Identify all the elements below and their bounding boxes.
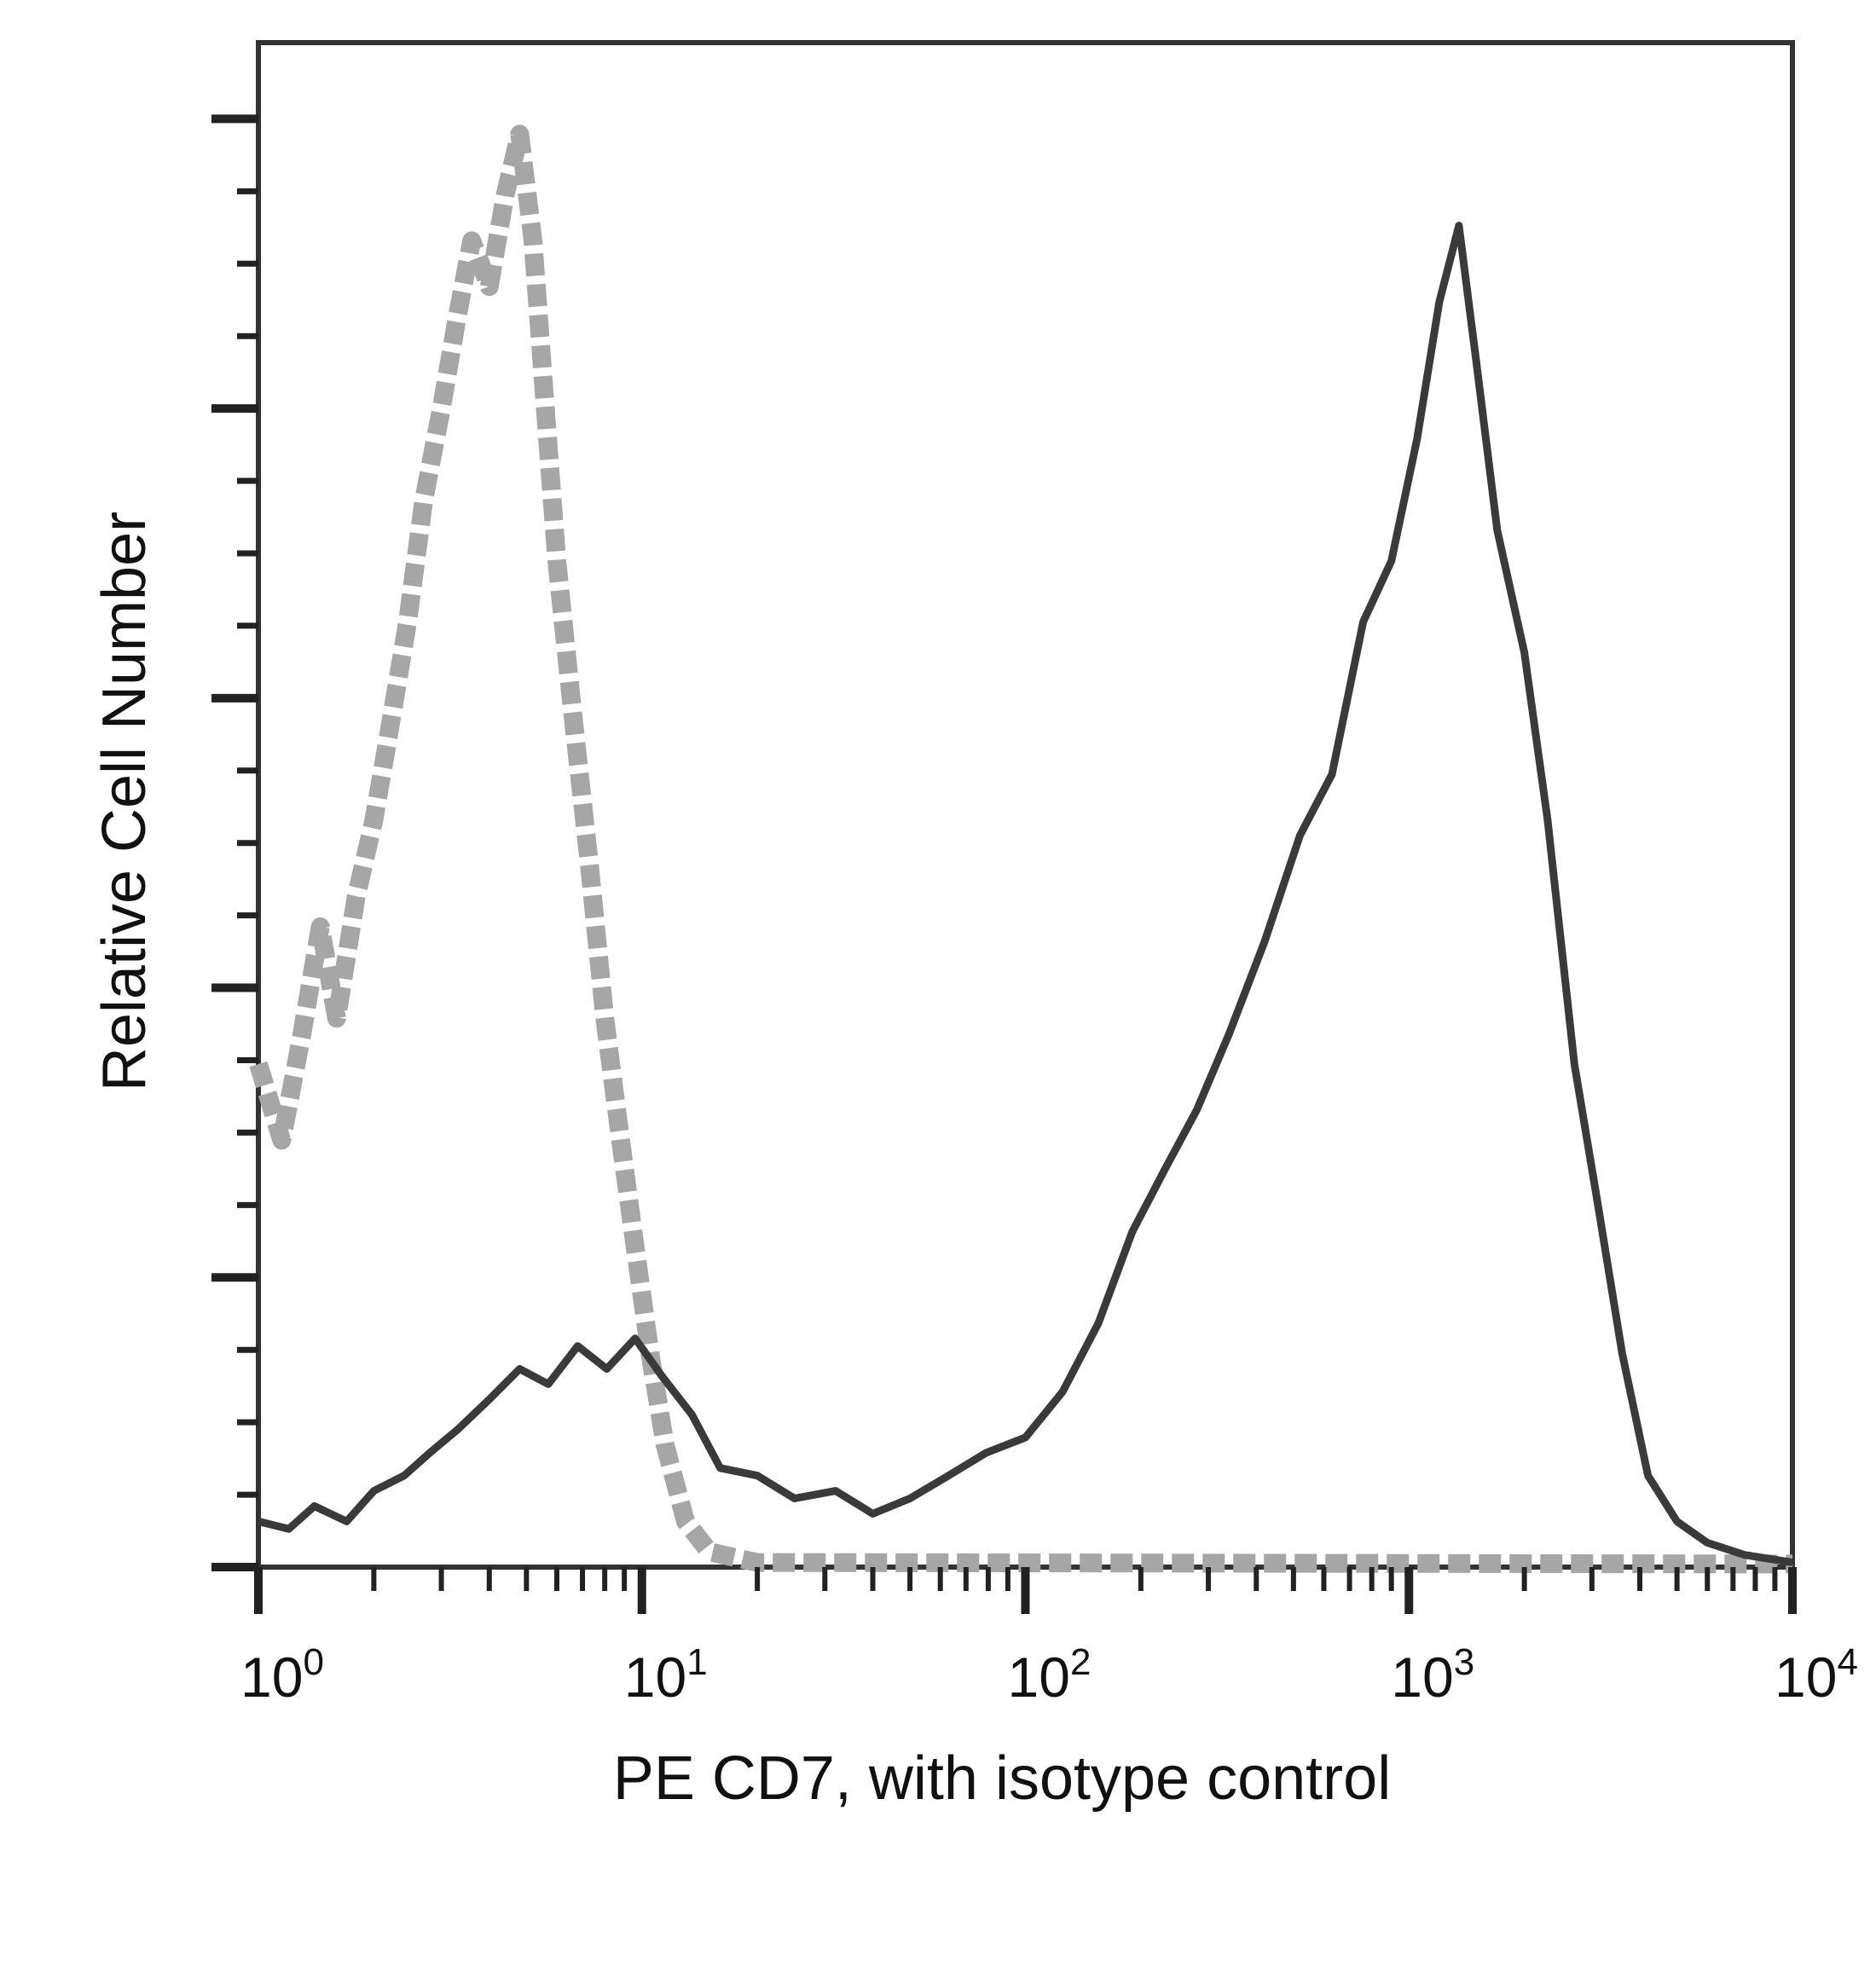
x-tick-label: 104: [1775, 1641, 1858, 1709]
x-tick-label: 101: [624, 1641, 708, 1709]
x-tick-exponent: 1: [686, 1641, 707, 1683]
x-tick-label-text: 103: [1391, 1641, 1474, 1709]
pe-cd7-series: [257, 222, 1793, 1567]
x-tick-exponent: 0: [303, 1641, 323, 1683]
labels-layer: PE CD7, with isotype control Relative Ce…: [90, 512, 1858, 1813]
x-axis-title: PE CD7, with isotype control: [613, 1744, 1391, 1813]
series-layer: [249, 124, 1793, 1574]
x-tick-label-text: 100: [240, 1641, 324, 1709]
axes-layer: [211, 114, 1797, 1614]
x-tick-base: 10: [1008, 1646, 1070, 1709]
x-tick-base: 10: [1391, 1646, 1453, 1709]
x-tick-base: 10: [1775, 1646, 1837, 1709]
x-tick-label: 100: [240, 1641, 324, 1709]
x-tick-label-text: 104: [1775, 1641, 1858, 1709]
x-tick-label: 103: [1391, 1641, 1474, 1709]
y-axis-title: Relative Cell Number: [90, 512, 159, 1091]
x-tick-label-text: 102: [1008, 1641, 1091, 1709]
x-tick-label-text: 101: [624, 1641, 708, 1709]
x-tick-exponent: 3: [1454, 1641, 1474, 1683]
isotype-control-series: [249, 124, 1793, 1574]
x-tick-exponent: 4: [1837, 1641, 1857, 1683]
x-tick-label: 102: [1008, 1641, 1091, 1709]
x-tick-base: 10: [624, 1646, 686, 1709]
x-tick-base: 10: [240, 1646, 303, 1709]
x-tick-exponent: 2: [1070, 1641, 1091, 1683]
